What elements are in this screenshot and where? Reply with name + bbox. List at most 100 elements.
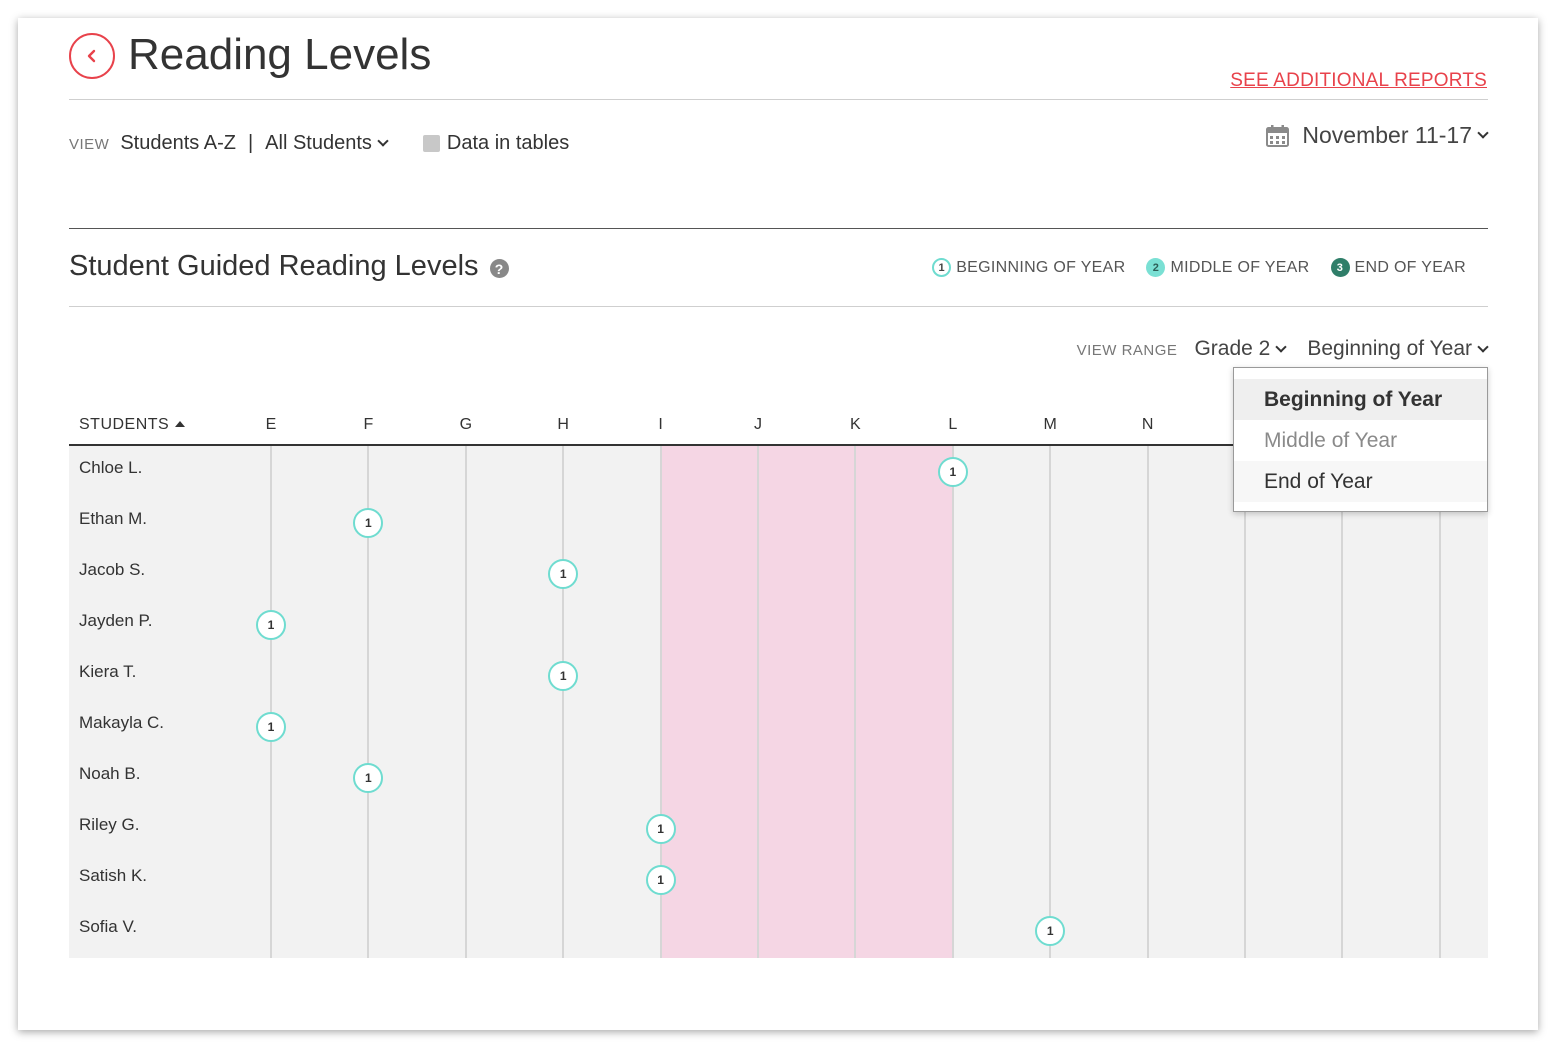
level-column-header: I xyxy=(658,416,663,433)
student-row: Jayden P. 1 xyxy=(69,599,1488,650)
dropdown-option[interactable]: End of Year xyxy=(1234,461,1487,502)
data-in-tables-checkbox[interactable] xyxy=(422,134,440,152)
level-gridline xyxy=(854,446,857,958)
level-column-header: G xyxy=(459,416,473,433)
back-button[interactable] xyxy=(69,33,115,79)
level-column-header: J xyxy=(754,416,762,433)
level-gridline xyxy=(1438,446,1441,958)
reading-level-marker[interactable]: 1 xyxy=(937,457,968,487)
chart-grid: Chloe L. 1 Ethan M. 1 Jacob S. 1 Jayden P. 1 Kie… xyxy=(69,446,1488,958)
page-title: Reading Levels xyxy=(128,30,432,79)
level-column-header: M xyxy=(1043,416,1057,433)
level-gridline xyxy=(1049,446,1052,958)
view-separator: | xyxy=(247,131,254,154)
student-row: Ethan M. 1 xyxy=(69,497,1488,548)
level-column-header: E xyxy=(265,416,277,433)
level-column-header: L xyxy=(948,416,958,433)
view-label: VIEW xyxy=(69,136,110,153)
student-name[interactable]: Noah B. xyxy=(79,764,141,783)
reading-level-marker[interactable]: 1 xyxy=(645,865,676,895)
reading-level-marker[interactable]: 1 xyxy=(548,559,579,589)
student-row: Sofia V. 1 xyxy=(69,905,1488,956)
level-column-header: N xyxy=(1141,416,1154,433)
date-range-label: November 11-17 xyxy=(1302,122,1472,148)
period-dropdown-menu: Beginning of Year Middle of Year End of Ye… xyxy=(1233,367,1488,512)
student-row: Kiera T. 1 xyxy=(69,650,1488,701)
view-bar: VIEW Students A-Z | All Students Data in… xyxy=(69,130,569,156)
level-column-header: H xyxy=(557,416,569,433)
chevron-down-icon xyxy=(1477,127,1489,139)
target-level-band xyxy=(660,446,953,958)
level-gridline xyxy=(1341,446,1344,958)
student-name[interactable]: Kiera T. xyxy=(79,662,137,681)
student-name[interactable]: Ethan M. xyxy=(79,509,148,528)
title-divider xyxy=(69,99,1488,100)
student-name[interactable]: Satish K. xyxy=(79,866,148,885)
chevron-down-icon xyxy=(1477,340,1489,353)
student-row: Jacob S. 1 xyxy=(69,548,1488,599)
data-in-tables-label[interactable]: Data in tables xyxy=(446,131,570,154)
legend-middle-of-year: 2 MIDDLE OF YEAR xyxy=(1146,258,1309,277)
grade-select[interactable]: Grade 2 xyxy=(1194,337,1288,361)
student-row: Chloe L. 1 xyxy=(69,446,1488,497)
reading-level-marker[interactable]: 1 xyxy=(645,814,676,844)
view-range-bar: VIEW RANGE Grade 2 Beginning of Year xyxy=(1076,337,1489,361)
legend-badge: 2 xyxy=(1146,258,1166,277)
student-name[interactable]: Jayden P. xyxy=(79,611,153,630)
level-gridline xyxy=(951,446,954,958)
reading-level-marker[interactable]: 1 xyxy=(353,508,384,538)
legend-label: MIDDLE OF YEAR xyxy=(1170,258,1310,276)
grade-select-label: Grade 2 xyxy=(1194,337,1271,360)
date-range-select[interactable]: November 11-17 xyxy=(1266,122,1489,149)
level-gridline xyxy=(757,446,759,958)
level-gridline xyxy=(270,446,272,958)
period-select-label: Beginning of Year xyxy=(1307,337,1472,360)
level-gridline xyxy=(659,446,662,958)
reading-level-marker[interactable]: 1 xyxy=(1035,916,1066,946)
students-column-header[interactable]: STUDENTS xyxy=(79,416,186,434)
student-name[interactable]: Chloe L. xyxy=(79,458,143,477)
student-name[interactable]: Jacob S. xyxy=(79,560,146,579)
student-name[interactable]: Makayla C. xyxy=(79,713,165,732)
student-filter-label: All Students xyxy=(265,131,372,154)
legend-end-of-year: 3 END OF YEAR xyxy=(1330,258,1466,277)
legend-divider xyxy=(69,306,1488,307)
period-select[interactable]: Beginning of Year xyxy=(1307,337,1489,361)
legend-label: BEGINNING OF YEAR xyxy=(956,258,1126,276)
section-divider xyxy=(69,228,1488,229)
section-title-text: Student Guided Reading Levels xyxy=(69,250,479,282)
legend-badge: 3 xyxy=(1330,258,1350,277)
view-range-label: VIEW RANGE xyxy=(1076,342,1178,359)
help-icon[interactable]: ? xyxy=(489,259,509,278)
reading-level-marker[interactable]: 1 xyxy=(256,712,286,742)
see-additional-reports-link[interactable]: SEE ADDITIONAL REPORTS xyxy=(1230,70,1487,91)
dropdown-option: Middle of Year xyxy=(1234,420,1487,461)
legend: 1 BEGINNING OF YEAR 2 MIDDLE OF YEAR 3 E… xyxy=(911,258,1466,277)
calendar-icon xyxy=(1266,124,1290,147)
student-name[interactable]: Riley G. xyxy=(79,815,140,834)
chevron-left-icon xyxy=(87,49,96,63)
level-gridline xyxy=(562,446,565,958)
reading-level-marker[interactable]: 1 xyxy=(256,610,286,640)
student-name[interactable]: Sofia V. xyxy=(79,917,137,936)
student-filter-select[interactable]: All Students xyxy=(265,131,389,155)
legend-badge: 1 xyxy=(932,258,952,277)
student-row: Makayla C. 1 xyxy=(69,701,1488,752)
reading-level-marker[interactable]: 1 xyxy=(353,763,384,793)
dropdown-option[interactable]: Beginning of Year xyxy=(1234,379,1487,420)
legend-beginning-of-year: 1 BEGINNING OF YEAR xyxy=(932,258,1125,277)
student-row: Satish K. 1 xyxy=(69,854,1488,905)
sort-option[interactable]: Students A-Z xyxy=(120,131,236,154)
chevron-down-icon xyxy=(1275,340,1288,353)
chevron-down-icon xyxy=(377,134,389,147)
legend-label: END OF YEAR xyxy=(1354,258,1466,276)
sort-ascending-icon xyxy=(175,421,186,427)
reading-level-marker[interactable]: 1 xyxy=(548,661,579,691)
section-title: Student Guided Reading Levels ? xyxy=(69,250,509,283)
level-column-header: F xyxy=(363,416,374,433)
chart-header-row: STUDENTS EFGHIJKLMNOPQ xyxy=(69,405,1488,445)
student-row: Noah B. 1 xyxy=(69,752,1488,803)
level-column-header: K xyxy=(850,416,861,433)
level-gridline xyxy=(1244,446,1246,958)
